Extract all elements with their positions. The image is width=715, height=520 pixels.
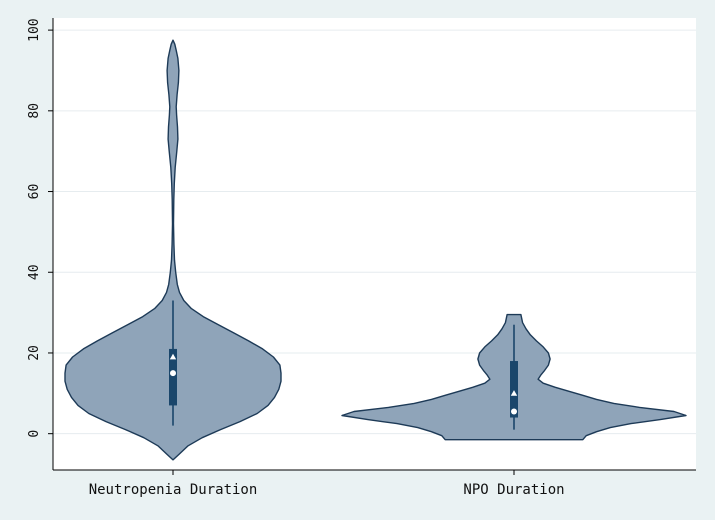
- iqr-box: [169, 348, 177, 406]
- violin-neutropenia: [64, 39, 282, 461]
- iqr-box: [510, 361, 518, 418]
- y-tick-label: 60: [27, 184, 42, 200]
- y-tick-label: 0: [27, 430, 42, 438]
- median-marker: [511, 408, 517, 415]
- x-category-label: Neutropenia Duration: [89, 482, 258, 498]
- y-tick-label: 100: [27, 18, 42, 41]
- x-category-label: NPO Duration: [463, 482, 564, 498]
- tick-labels: 0 20 40 60 80 100 Neutropenia Duration NPO Dura…: [27, 18, 565, 498]
- y-tick-label: 80: [27, 103, 42, 119]
- mean-marker: [169, 353, 177, 360]
- median-marker: [170, 370, 176, 377]
- y-tick-label: 20: [27, 345, 42, 361]
- y-tick-label: 40: [27, 264, 42, 280]
- mean-marker: [510, 390, 518, 396]
- violins: [64, 39, 687, 461]
- axes: [48, 18, 696, 475]
